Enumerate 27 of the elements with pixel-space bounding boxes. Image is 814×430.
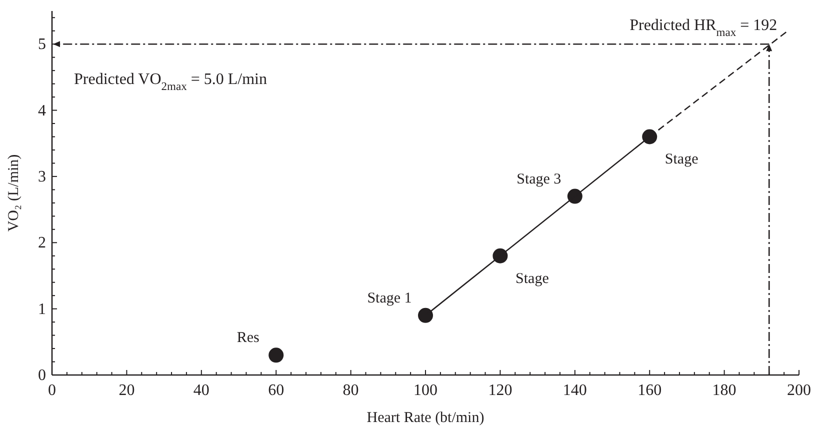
y-tick-label: 4 — [38, 102, 46, 120]
y-tick-label: 0 — [38, 367, 46, 384]
annotation: Stage 1 — [367, 290, 412, 306]
y-tick-label: 2 — [38, 234, 46, 252]
x-tick-label: 160 — [638, 382, 662, 399]
annotation: Predicted HR$_{max}$ = 192 — [630, 17, 778, 40]
point — [268, 348, 284, 363]
annotation: Stage — [664, 152, 699, 168]
x-tick-label: 100 — [414, 382, 438, 399]
y-axis-title: VO₂ (L/min) — [6, 154, 22, 232]
x-tick-label: 60 — [268, 382, 284, 399]
annotation: Stage 3 — [516, 171, 562, 188]
x-tick-label: 140 — [562, 382, 587, 399]
y-tick-label: 1 — [38, 300, 46, 318]
x-axis-title: Heart Rate (bt/min) — [366, 410, 484, 426]
annotation: Predicted VO$_{2max}$ = 5.0 L/min — [74, 71, 267, 94]
point — [418, 308, 433, 323]
annotation: Res — [236, 330, 260, 346]
x-tick-label: 80 — [342, 382, 359, 399]
x-tick-label: 20 — [118, 382, 135, 399]
annotation: Stage — [516, 270, 550, 287]
y-tick-label: 5 — [38, 36, 46, 54]
x-tick-label: 180 — [712, 382, 736, 399]
y-tick-label: 3 — [38, 168, 46, 186]
x-tick-label: 200 — [787, 382, 811, 399]
x-tick-label: 120 — [488, 382, 512, 399]
x-tick-label: 40 — [193, 382, 210, 399]
